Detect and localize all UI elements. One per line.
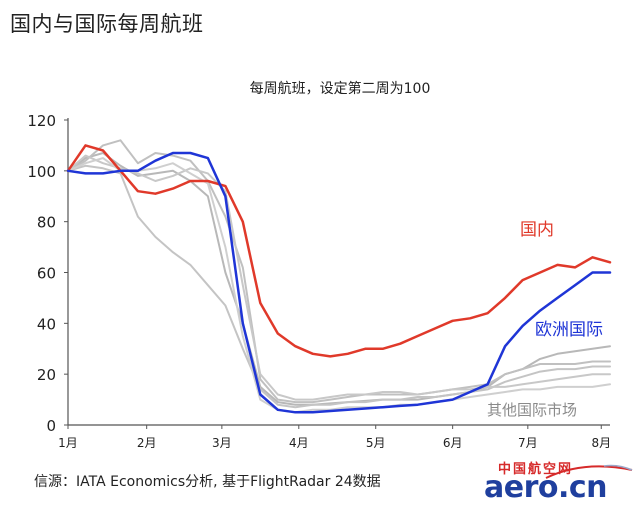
x-tick-label: 3月 [212,436,232,450]
series-label: 其他国际市场 [487,401,577,419]
series-line-欧洲国际 [66,151,612,414]
y-tick-label: 80 [37,214,56,232]
y-tick-label: 0 [46,417,56,435]
series-line-grey-4 [67,164,611,409]
y-tick-label: 20 [37,366,56,384]
x-tick-label: 6月 [443,436,463,450]
series-label: 欧洲国际 [535,320,603,340]
swoosh-icon [545,464,633,479]
source-note: 信源：IATA Economics分析, 基于FlightRadar 24数据 [34,474,381,490]
page-title: 国内与国际每周航班 [10,12,204,36]
line-chart: 每周航班，设定第二周为100 0 20 40 60 80 100 120 1月 2月 3月 4月 5月… [27,80,612,450]
y-tick-label: 40 [37,315,56,333]
y-tick-label: 60 [37,265,56,283]
x-tick-label: 8月 [591,436,611,450]
series-line-国内 [66,144,612,358]
x-tick-label: 4月 [289,436,309,450]
series-lines [66,139,612,414]
chart-title: 每周航班，设定第二周为100 [250,80,431,97]
y-tick-label: 100 [27,163,56,181]
logo-english-text: aero.cn [484,470,608,505]
aero-cn-logo[interactable]: 中国航空网 aero.cn [484,458,634,505]
series-line-grey-3 [67,139,611,404]
logo-chinese-text: 中国航空网 [498,462,574,477]
series-line-grey-5 [67,154,611,401]
series-line-grey-6 [67,157,611,414]
x-tick-label: 7月 [518,436,538,450]
x-tick-label: 1月 [58,436,78,450]
x-tick-label: 5月 [366,436,386,450]
x-tick-label: 2月 [137,436,157,450]
series-label: 国内 [520,220,554,240]
y-tick-label: 120 [27,112,56,130]
axes: 0 20 40 60 80 100 120 1月 2月 3月 4月 5月 6月 7月 8月 [27,112,611,450]
